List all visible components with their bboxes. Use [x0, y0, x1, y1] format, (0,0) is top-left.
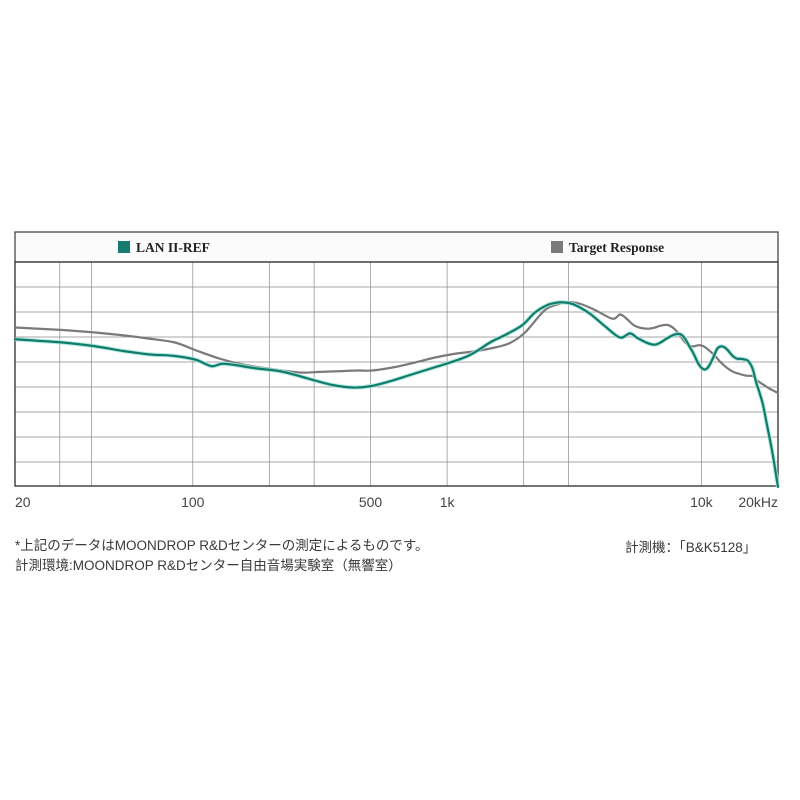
svg-text:LAN II-REF: LAN II-REF — [136, 240, 210, 255]
svg-text:計測機：「B&K5128」: 計測機：「B&K5128」 — [625, 540, 756, 555]
svg-text:Target Response: Target Response — [569, 240, 664, 255]
svg-text:500: 500 — [359, 494, 383, 510]
svg-text:100: 100 — [181, 494, 205, 510]
svg-text:20: 20 — [15, 494, 31, 510]
svg-text:20kHz: 20kHz — [738, 494, 778, 510]
svg-text:10k: 10k — [690, 494, 714, 510]
svg-text:*上記のデータはMOONDROP R&Dセンターの測定による: *上記のデータはMOONDROP R&Dセンターの測定によるものです。 — [15, 537, 429, 553]
svg-text:1k: 1k — [440, 494, 456, 510]
svg-text:計測環境:MOONDROP R&Dセンター自由音場実験室（無: 計測環境:MOONDROP R&Dセンター自由音場実験室（無響室） — [15, 557, 402, 573]
